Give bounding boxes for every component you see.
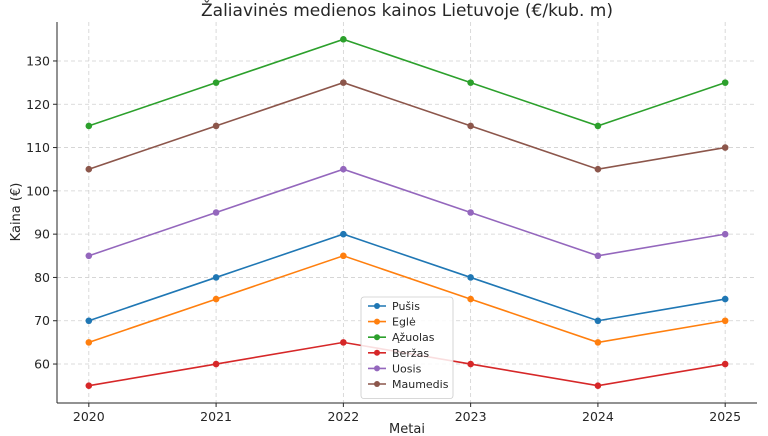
data-point xyxy=(594,252,602,260)
data-point xyxy=(721,230,729,238)
legend-swatch-marker xyxy=(374,381,380,387)
legend-label: Eglė xyxy=(392,316,416,329)
legend-label: Maumedis xyxy=(392,378,449,391)
series-4 xyxy=(85,165,729,260)
x-tick-label: 2025 xyxy=(709,409,741,424)
data-point xyxy=(85,252,93,260)
data-point xyxy=(340,339,347,346)
data-point xyxy=(721,317,729,325)
legend-item: Ąžuolas xyxy=(368,331,435,344)
data-point xyxy=(212,360,220,368)
y-tick-label: 60 xyxy=(34,357,50,372)
x-tick-label: 2021 xyxy=(200,409,232,424)
legend-label: Beržas xyxy=(392,347,429,360)
data-point xyxy=(340,230,347,238)
legend-label: Ąžuolas xyxy=(392,331,435,344)
data-point xyxy=(721,295,729,303)
data-point xyxy=(721,360,729,368)
data-point xyxy=(467,360,474,368)
chart-title: Žaliavinės medienos kainos Lietuvoje (€/… xyxy=(201,0,613,21)
series-1 xyxy=(85,252,729,346)
data-point xyxy=(721,79,729,86)
legend-item: Beržas xyxy=(368,347,429,360)
data-point xyxy=(212,122,220,130)
data-point xyxy=(594,122,602,130)
legend-swatch-marker xyxy=(374,365,380,372)
data-point xyxy=(467,79,474,86)
series-line xyxy=(88,254,726,344)
series-line xyxy=(88,81,726,171)
data-point xyxy=(85,382,93,389)
x-tick-label: 2024 xyxy=(582,409,614,424)
legend-swatch-marker xyxy=(374,318,380,325)
legend-item: Pušis xyxy=(368,300,420,313)
data-point xyxy=(85,339,93,346)
data-point xyxy=(212,79,220,86)
legend-swatch-marker xyxy=(374,334,380,341)
y-tick-label: 100 xyxy=(26,183,50,198)
data-point xyxy=(340,165,347,173)
y-axis-label: Kaina (€) xyxy=(9,183,24,242)
y-tick-label: 80 xyxy=(34,270,50,285)
data-point xyxy=(594,317,602,325)
y-tick-label: 130 xyxy=(26,53,50,68)
data-point xyxy=(85,122,93,130)
data-point xyxy=(85,317,93,325)
data-point xyxy=(212,295,220,303)
series-5 xyxy=(85,79,729,173)
data-point xyxy=(340,79,347,86)
data-point xyxy=(467,209,474,216)
legend-label: Uosis xyxy=(392,362,422,375)
data-point xyxy=(212,209,220,216)
data-point xyxy=(340,36,347,43)
data-point xyxy=(467,274,474,281)
series-line xyxy=(88,38,726,127)
y-tick-label: 70 xyxy=(34,313,50,328)
legend: Pušis Eglė Ąžuolas Beržas Uosis Maumedis xyxy=(360,296,454,399)
x-axis-label: Metai xyxy=(389,422,425,436)
y-tick-label: 90 xyxy=(34,227,50,242)
data-point xyxy=(594,382,602,389)
x-tick-label: 2020 xyxy=(73,409,105,424)
legend-swatch-marker xyxy=(374,303,380,309)
y-tick-label: 120 xyxy=(26,97,50,112)
data-point xyxy=(467,122,474,130)
legend-item: Uosis xyxy=(368,362,422,375)
axes: 60 70 80 90 100 110 120 130 2020 2021 2022 2023 2024… xyxy=(26,22,757,424)
series-0 xyxy=(85,230,729,325)
data-point xyxy=(721,144,729,151)
series-2 xyxy=(85,36,729,130)
data-point xyxy=(594,165,602,173)
data-point xyxy=(467,295,474,303)
data-point xyxy=(340,252,347,260)
y-tick-label: 110 xyxy=(26,140,50,155)
legend-label: Pušis xyxy=(392,300,420,313)
series-line xyxy=(88,168,726,257)
x-tick-label: 2023 xyxy=(455,409,487,424)
series-line xyxy=(88,233,726,322)
data-point xyxy=(85,165,93,173)
legend-item: Eglė xyxy=(368,316,416,329)
legend-item: Maumedis xyxy=(368,378,449,391)
x-tick-label: 2022 xyxy=(327,409,359,424)
data-point xyxy=(212,274,220,281)
data-point xyxy=(594,339,602,346)
legend-swatch-marker xyxy=(374,349,380,356)
